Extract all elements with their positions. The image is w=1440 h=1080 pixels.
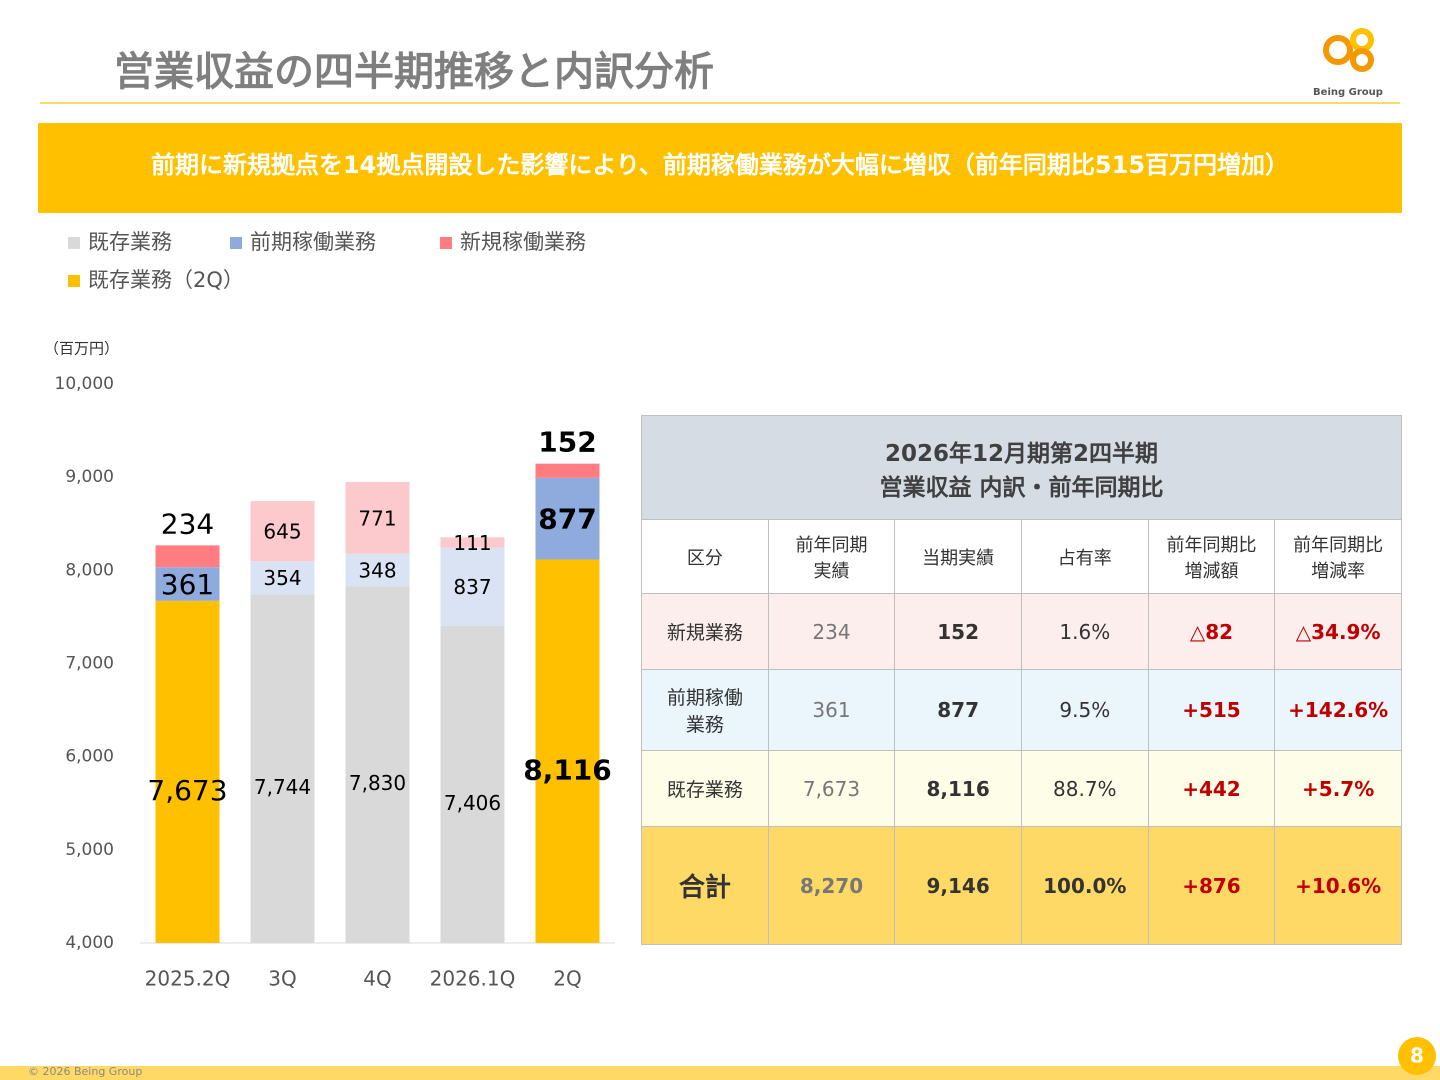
table-cell: 8,270 [767, 826, 896, 945]
row-label: 新規業務 [641, 593, 769, 670]
page-badge [1398, 1037, 1436, 1075]
table-cell: 9,146 [894, 826, 1022, 945]
value-label: 354 [263, 566, 301, 590]
value-label: 348 [358, 558, 396, 582]
value-label: 152 [538, 426, 596, 459]
value-label: 7,830 [349, 771, 406, 795]
value-label: 771 [358, 506, 396, 530]
bar-segment [440, 547, 505, 626]
value-label: 8,116 [523, 753, 612, 786]
legend-label: 前期稼働業務 [250, 230, 376, 254]
logo-text: Being Group [1313, 87, 1383, 98]
x-tick-label: 2026.1Q [430, 967, 516, 991]
slide-title: 営業収益の四半期推移と内訳分析 [114, 49, 714, 95]
column-header: 占有率 [1020, 519, 1149, 594]
value-label: 361 [161, 568, 214, 601]
value-label: 7,744 [254, 775, 311, 799]
table-cell: +10.6% [1274, 826, 1402, 945]
legend-swatch [68, 237, 80, 249]
y-tick-label: 6,000 [65, 747, 114, 767]
table-cell: 361 [767, 669, 896, 751]
column-header: 前年同期比 増減率 [1274, 519, 1402, 594]
legend-label: 新規稼働業務 [460, 230, 586, 254]
table-cell: +5.7% [1274, 750, 1402, 827]
table-cell: △82 [1147, 593, 1276, 670]
table-cell: +142.6% [1274, 669, 1402, 751]
value-label: 645 [263, 520, 301, 544]
legend-label: 既存業務 [88, 230, 172, 254]
bar-segment [155, 600, 220, 943]
banner-bg [38, 123, 1402, 213]
page-number: 8 [1410, 1044, 1424, 1068]
table-cell: 1.6% [1020, 593, 1149, 670]
legend-label: 既存業務（2Q） [88, 268, 244, 292]
value-label: 111 [453, 531, 491, 555]
value-label: 837 [453, 575, 491, 599]
value-label: 877 [538, 503, 596, 536]
bar-segment [250, 594, 315, 943]
bar-segment [535, 463, 600, 478]
bar-segment [155, 545, 220, 568]
table-cell: 234 [767, 593, 896, 670]
breakdown-table: 2026年12月期第2四半期 営業収益 内訳・前年同期比 区分 前年同期 実績 当期実… [641, 415, 1402, 945]
bar-segment [250, 501, 315, 562]
row-label: 合計 [641, 826, 769, 945]
x-tick-label: 4Q [363, 967, 391, 991]
table-cell: +515 [1147, 669, 1276, 751]
banner: 前期に新規拠点を14拠点開設した影響により、前期稼働業務が大幅に増収（前年同期比… [151, 151, 1289, 179]
y-tick-label: 4,000 [65, 933, 114, 953]
legend-swatch [68, 275, 80, 287]
legend-swatch [230, 237, 242, 249]
value-label: 234 [161, 507, 214, 540]
table-cell: 88.7% [1020, 750, 1149, 827]
bar-segment [155, 567, 220, 601]
y-tick-label: 8,000 [65, 560, 114, 580]
table-cell: 9.5% [1020, 669, 1149, 751]
y-tick-label: 5,000 [65, 840, 114, 860]
footer: © 2026 Being Group [28, 1065, 142, 1078]
value-label: 7,673 [147, 774, 227, 807]
row-label: 前期稼働 業務 [641, 669, 769, 751]
bar-segment [250, 561, 315, 595]
y-axis-label: （百万円） [44, 340, 119, 358]
table-cell: 8,116 [894, 750, 1022, 827]
column-header: 前年同期比 増減額 [1147, 519, 1276, 594]
bar-segment [345, 553, 410, 587]
table-cell: △34.9% [1274, 593, 1402, 670]
x-tick-label: 2025.2Q [145, 967, 231, 991]
y-tick-label: 7,000 [65, 654, 114, 674]
table-cell: 100.0% [1020, 826, 1149, 945]
y-tick-label: 10,000 [55, 374, 114, 394]
table-cell: 7,673 [767, 750, 896, 827]
legend-swatch [440, 237, 452, 249]
column-header: 区分 [641, 519, 769, 594]
table-cell: 877 [894, 669, 1022, 751]
x-tick-label: 2Q [553, 967, 581, 991]
bar-segment [535, 559, 600, 943]
bar-segment [440, 537, 505, 548]
bar-segment [345, 586, 410, 943]
value-label: 7,406 [444, 791, 501, 815]
row-label: 既存業務 [641, 750, 769, 827]
column-header: 前年同期 実績 [767, 519, 896, 594]
table-cell: +876 [1147, 826, 1276, 945]
bar-segment [440, 625, 505, 943]
table-cell: +442 [1147, 750, 1276, 827]
bar-segment [345, 481, 410, 554]
y-tick-label: 9,000 [65, 467, 114, 487]
table-cell: 152 [894, 593, 1022, 670]
table-title: 2026年12月期第2四半期 営業収益 内訳・前年同期比 [641, 415, 1402, 520]
column-header: 当期実績 [894, 519, 1022, 594]
logo-mark [1323, 28, 1374, 72]
footer-bar [0, 1066, 1440, 1080]
x-tick-label: 3Q [268, 967, 296, 991]
bar-segment [535, 477, 600, 560]
